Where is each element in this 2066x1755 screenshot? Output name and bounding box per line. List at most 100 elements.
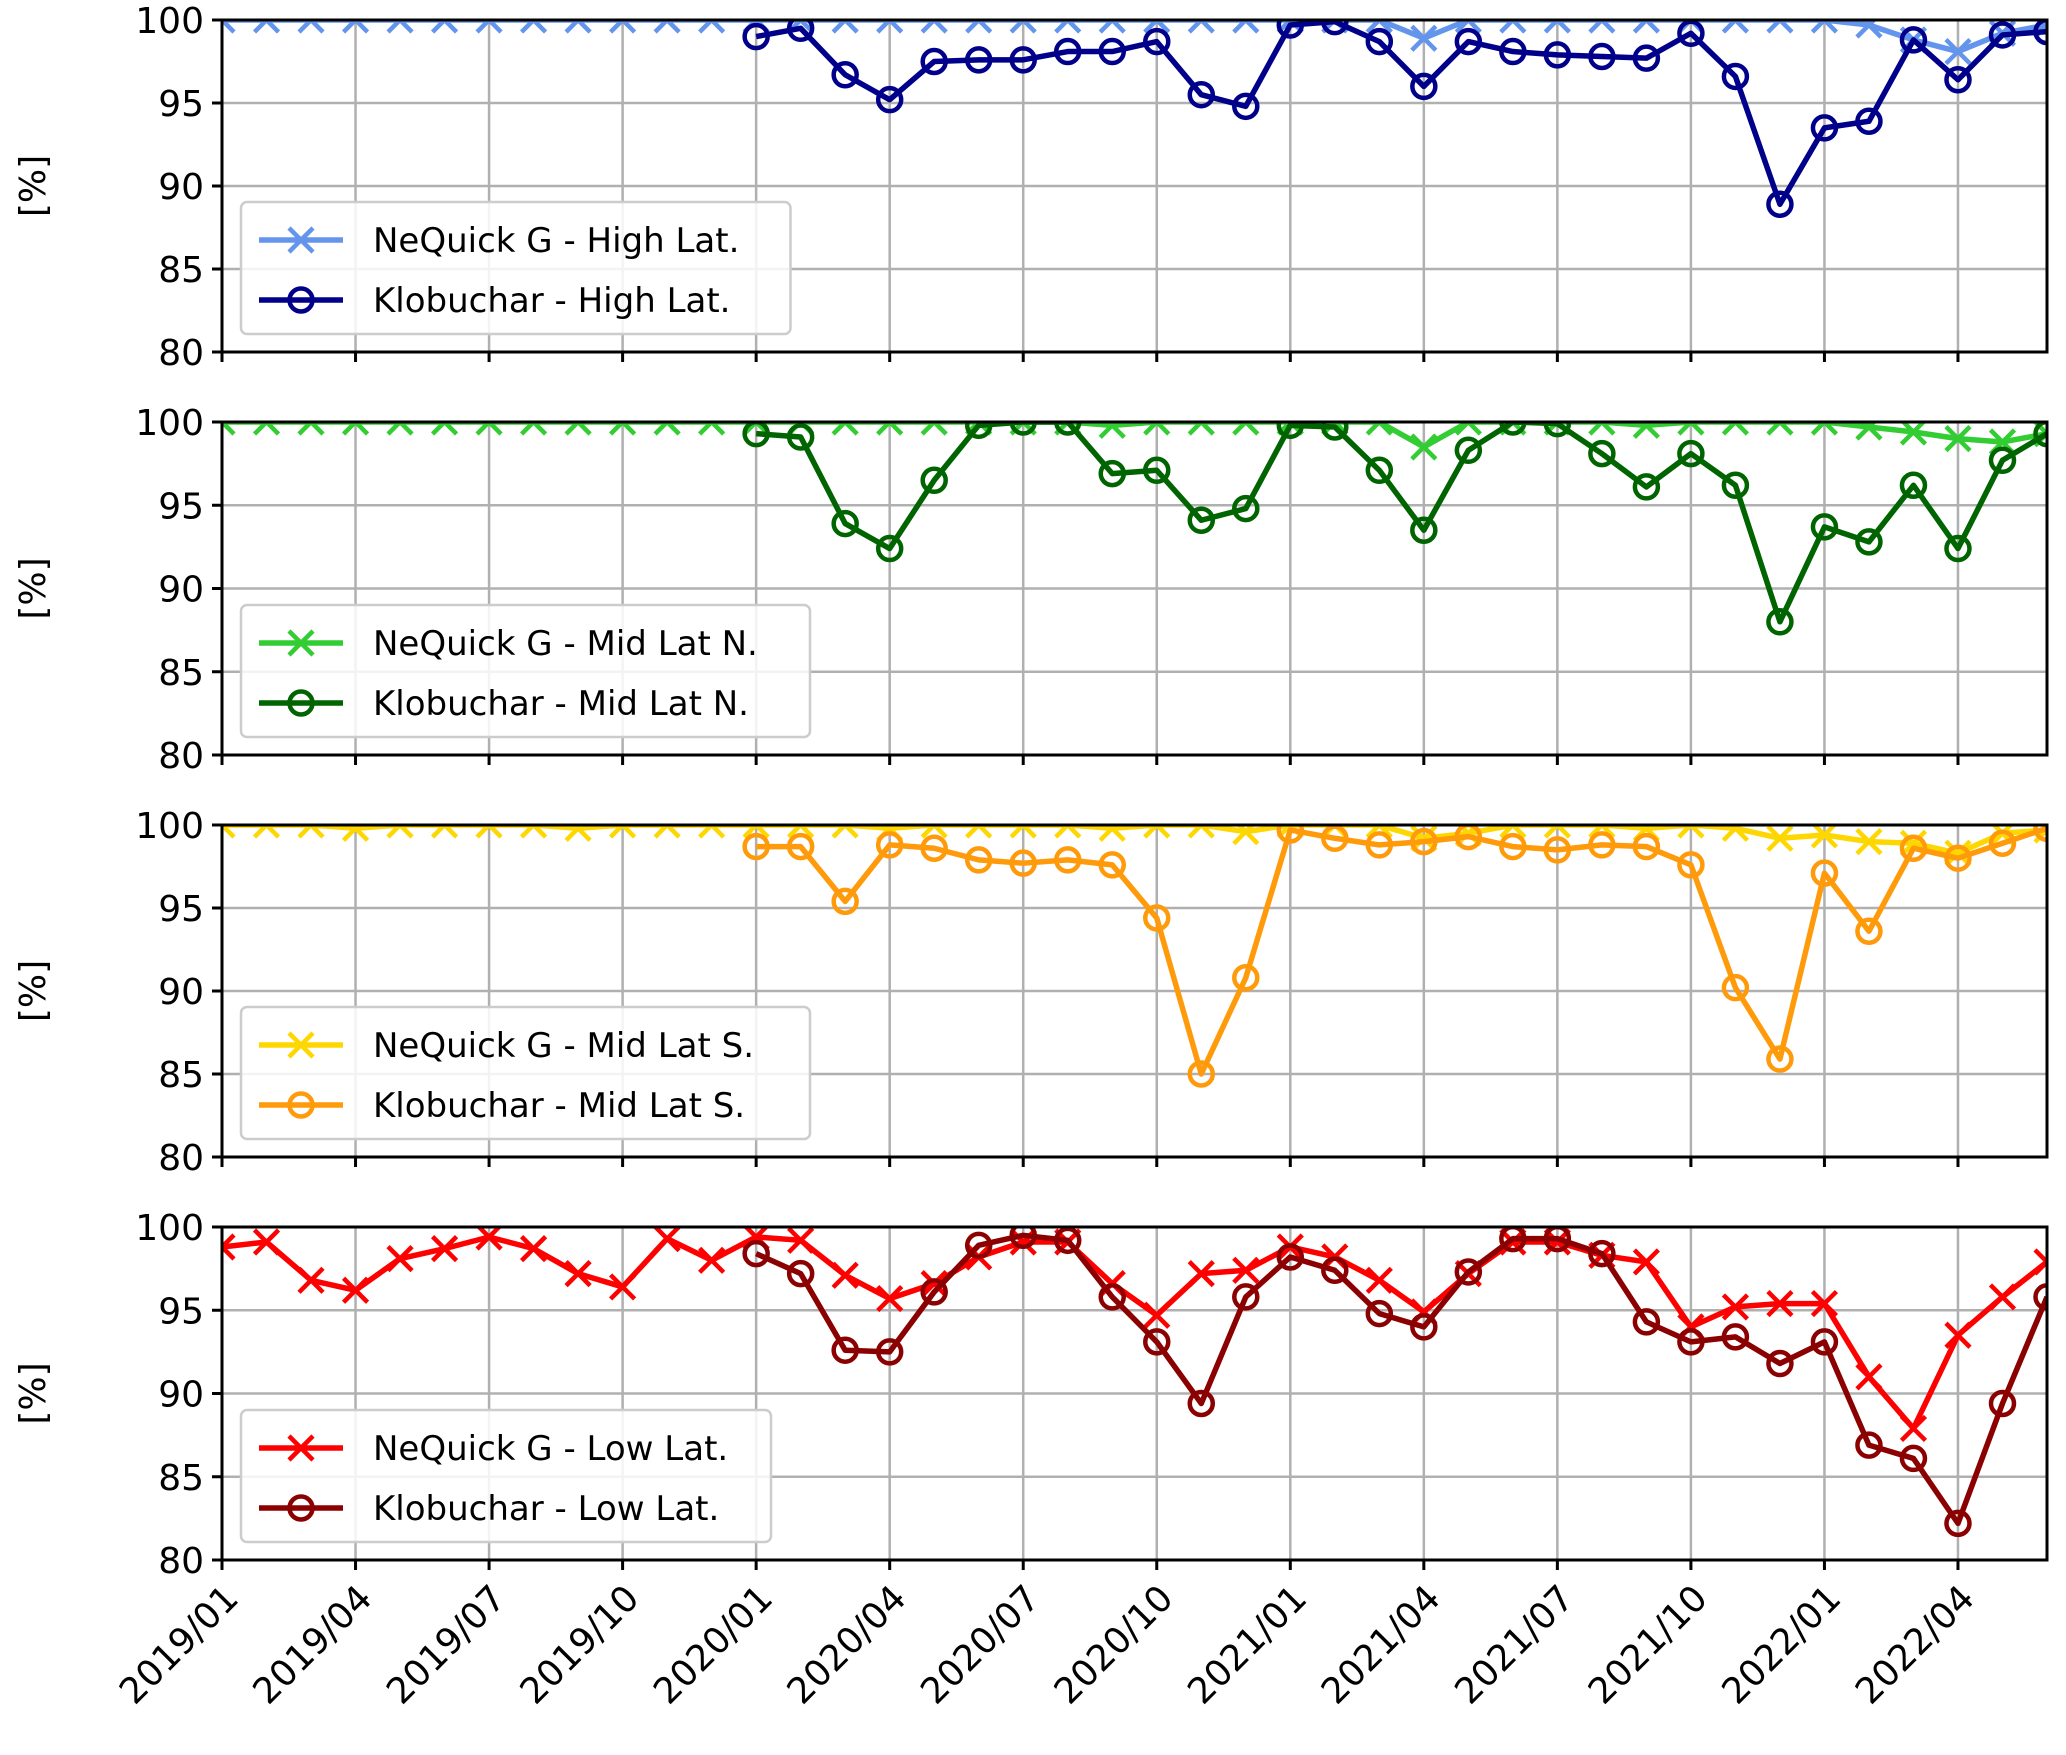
data-point <box>876 1285 904 1313</box>
legend-box <box>239 603 812 739</box>
data-point <box>831 422 859 436</box>
series-group <box>222 20 2047 219</box>
data-point <box>222 825 236 839</box>
data-point <box>1944 66 1972 94</box>
data-point <box>1543 20 1571 34</box>
data-point <box>1988 829 2017 858</box>
data-point <box>742 1239 770 1268</box>
y-tick-label: 100 <box>135 1208 204 1249</box>
data-point <box>1098 851 1126 879</box>
data-point <box>475 825 503 839</box>
data-point <box>653 20 681 34</box>
data-point <box>1276 422 1304 436</box>
data-point <box>875 831 904 859</box>
data-point <box>1276 20 1304 34</box>
data-point <box>1944 1321 1972 1349</box>
x-tick-label: 2020/10 <box>1047 1578 1182 1713</box>
data-point <box>1321 422 1349 441</box>
legend: NeQuick G - Mid Lat N. Klobuchar - Mid La… <box>239 603 812 739</box>
data-point <box>1187 1260 1215 1288</box>
chart-panel-1: 80 85 90 95 100 [%] NeQuick G - High Lat. Klobu… <box>13 1 2049 374</box>
data-point <box>1321 422 1349 436</box>
data-point <box>430 20 459 34</box>
data-point <box>1810 513 1839 541</box>
data-point <box>1321 1256 1349 1285</box>
data-point <box>742 422 770 436</box>
data-point <box>1766 825 1794 852</box>
data-point <box>1187 422 1215 436</box>
data-point <box>831 20 859 34</box>
data-point <box>1053 1227 1082 1255</box>
data-point <box>920 1278 948 1306</box>
data-point <box>875 1338 904 1366</box>
legend: NeQuick G - Mid Lat S. Klobuchar - Mid La… <box>239 1005 812 1141</box>
data-point <box>965 422 993 436</box>
data-point <box>920 466 948 495</box>
y-tick-label: 80 <box>158 1138 204 1179</box>
y-tick-label: 95 <box>158 1291 204 1332</box>
data-point <box>964 46 993 74</box>
data-point <box>1588 422 1616 436</box>
data-point <box>1588 1239 1616 1268</box>
data-point <box>698 1246 726 1274</box>
y-tick-label: 80 <box>158 333 204 374</box>
data-point <box>1855 828 1883 856</box>
data-point <box>1810 825 1839 849</box>
series-group <box>222 422 2047 636</box>
data-point <box>1855 20 1883 39</box>
legend-box <box>239 1005 812 1141</box>
data-point <box>920 47 948 76</box>
data-point <box>831 61 859 89</box>
x-tick-label: 2019/07 <box>379 1578 514 1713</box>
data-point <box>1187 825 1215 839</box>
data-point <box>1766 1289 1794 1318</box>
data-point <box>1454 422 1482 436</box>
data-point <box>1855 917 1883 945</box>
data-point <box>222 1233 236 1261</box>
data-point <box>1098 37 1126 66</box>
data-point <box>1143 904 1171 932</box>
data-point <box>1499 20 1527 34</box>
y-tick-label: 80 <box>158 736 204 777</box>
data-point <box>1365 1299 1394 1328</box>
data-point <box>1365 20 1393 34</box>
data-point <box>1632 473 1661 501</box>
legend-marker <box>287 286 315 314</box>
data-point <box>297 20 325 34</box>
x-tick-label: 2021/01 <box>1180 1578 1315 1713</box>
y-tick-label: 90 <box>158 167 204 208</box>
y-tick-label: 100 <box>135 806 204 847</box>
data-point <box>1410 827 1438 856</box>
data-point <box>297 422 325 436</box>
legend-label: NeQuick G - Low Lat. <box>373 1429 728 1469</box>
data-point <box>920 1270 948 1298</box>
data-point <box>1632 44 1661 72</box>
data-point <box>653 825 681 839</box>
data-point <box>1187 506 1216 534</box>
data-point <box>920 825 948 839</box>
legend-label: Klobuchar - Low Lat. <box>373 1489 719 1529</box>
data-point <box>1143 825 1171 839</box>
data-point <box>1365 825 1393 839</box>
data-point <box>1899 422 1928 446</box>
data-point <box>1632 1308 1661 1336</box>
legend: NeQuick G - High Lat. Klobuchar - High La… <box>239 200 792 336</box>
data-point <box>698 825 726 839</box>
data-point <box>1276 20 1305 39</box>
legend-marker <box>287 1494 315 1522</box>
data-point <box>1454 436 1483 465</box>
data-point <box>1454 20 1482 34</box>
data-point <box>1543 825 1571 839</box>
data-point <box>1855 422 1883 441</box>
x-tick-label: 2021/04 <box>1314 1578 1449 1713</box>
x-tick-label: 2020/04 <box>780 1578 915 1713</box>
data-point <box>831 1336 859 1364</box>
x-tick-label: 2020/01 <box>646 1578 781 1713</box>
data-point <box>875 85 904 114</box>
data-point <box>1321 20 1349 36</box>
legend-entry-2: Klobuchar - Mid Lat N. <box>259 684 749 724</box>
data-point <box>920 20 948 34</box>
legend-label: NeQuick G - High Lat. <box>373 221 739 261</box>
data-point <box>653 422 681 436</box>
